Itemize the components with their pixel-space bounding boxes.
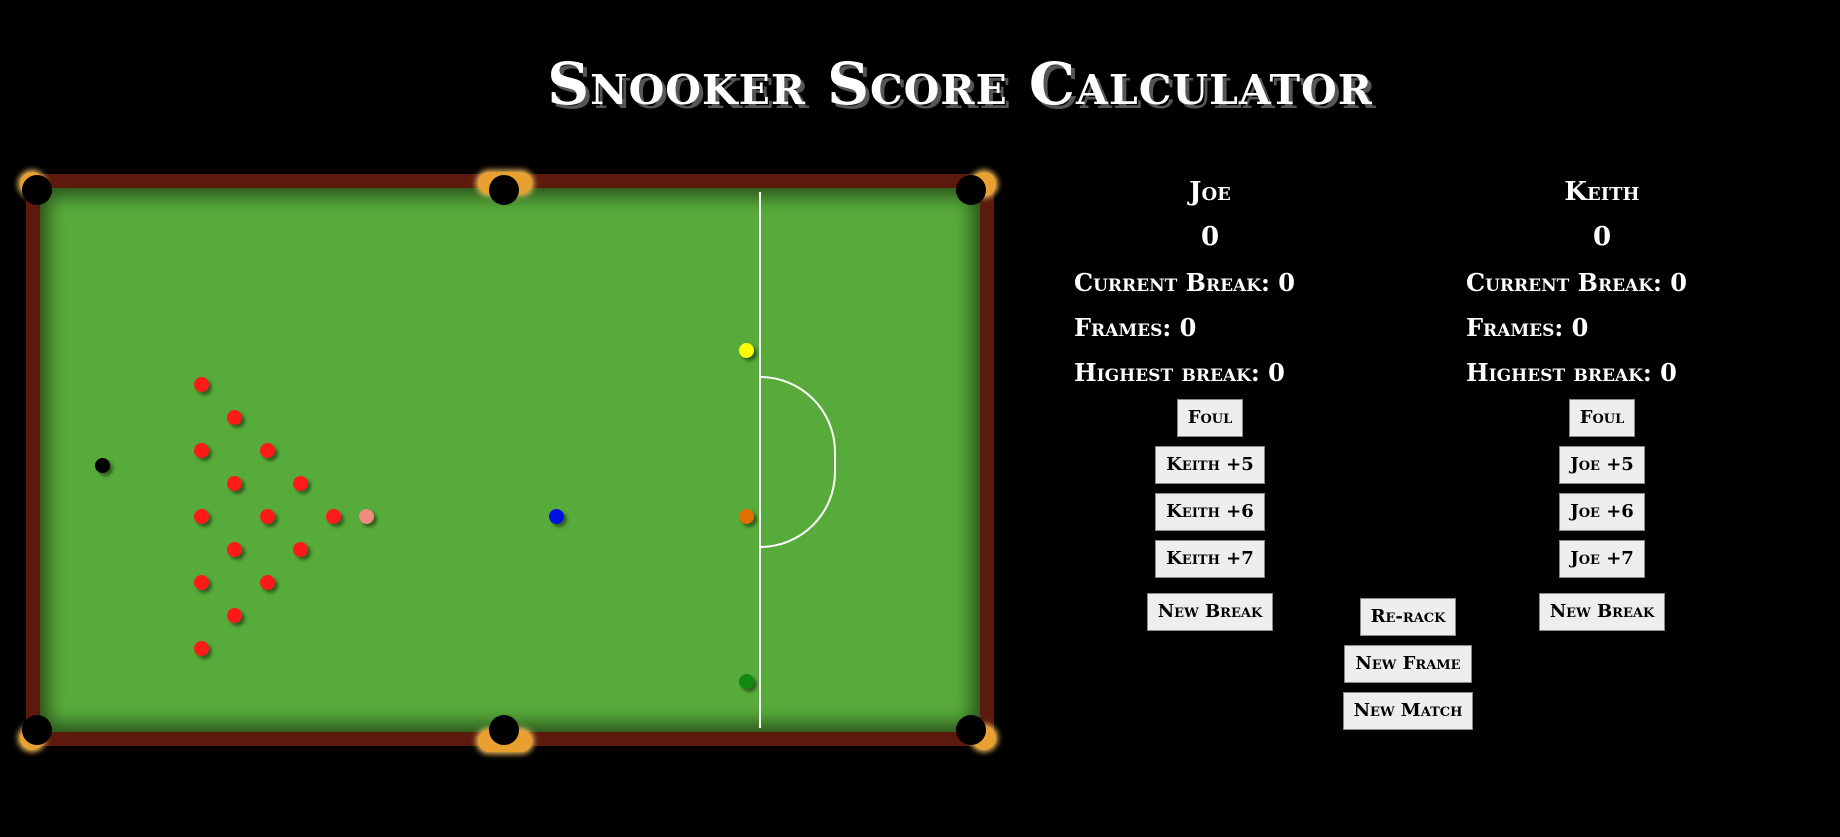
pocket-top-middle [489, 175, 519, 205]
red-ball [193, 574, 209, 590]
current-break: Current Break: 0 [1466, 268, 1687, 297]
new-frame-button[interactable]: New Frame [1344, 645, 1472, 683]
red-ball [193, 442, 209, 458]
player-panel-keith: Keith 0 Current Break: 0 Frames: 0 Highe… [1432, 170, 1772, 631]
player-name: Keith [1564, 177, 1640, 207]
brown-ball [738, 508, 754, 524]
highest-break: Highest break: 0 [1074, 358, 1285, 387]
green-ball [738, 673, 754, 689]
frames: Frames: 0 [1466, 313, 1589, 342]
red-ball [193, 508, 209, 524]
table-baize [40, 188, 980, 732]
opponent-plus7-button[interactable]: Keith +7 [1155, 540, 1265, 578]
opponent-plus7-button[interactable]: Joe +7 [1559, 540, 1645, 578]
opponent-plus5-button[interactable]: Joe +5 [1559, 446, 1645, 484]
player-score: 0 [1200, 222, 1220, 252]
player-score: 0 [1592, 222, 1612, 252]
red-ball [259, 442, 275, 458]
red-ball [226, 607, 242, 623]
match-controls: Re-rack New Frame New Match [1300, 598, 1516, 730]
red-ball [292, 541, 308, 557]
red-ball [226, 541, 242, 557]
player-name: Joe [1189, 177, 1231, 207]
pink-ball [358, 508, 374, 524]
blue-ball [548, 508, 564, 524]
current-break: Current Break: 0 [1074, 268, 1295, 297]
foul-button[interactable]: Foul [1568, 399, 1636, 437]
frames: Frames: 0 [1074, 313, 1197, 342]
red-ball [193, 376, 209, 392]
red-ball [226, 409, 242, 425]
pocket-bottom-right [956, 715, 986, 745]
new-break-button[interactable]: New Break [1146, 593, 1274, 631]
page-title: Snooker Score Calculator [547, 50, 1373, 118]
foul-button[interactable]: Foul [1176, 399, 1244, 437]
pocket-bottom-middle [489, 715, 519, 745]
opponent-plus5-button[interactable]: Keith +5 [1155, 446, 1265, 484]
opponent-plus6-button[interactable]: Joe +6 [1559, 493, 1645, 531]
black-ball [94, 457, 110, 473]
snooker-table [20, 168, 1020, 756]
rerack-button[interactable]: Re-rack [1359, 598, 1457, 636]
red-ball [292, 475, 308, 491]
red-ball [259, 508, 275, 524]
pocket-top-right [956, 175, 986, 205]
red-ball [226, 475, 242, 491]
new-match-button[interactable]: New Match [1342, 692, 1474, 730]
red-ball [325, 508, 341, 524]
opponent-plus6-button[interactable]: Keith +6 [1155, 493, 1265, 531]
yellow-ball [738, 342, 754, 358]
pocket-bottom-left [22, 715, 52, 745]
highest-break: Highest break: 0 [1466, 358, 1677, 387]
red-ball [193, 640, 209, 656]
new-break-button[interactable]: New Break [1538, 593, 1666, 631]
pocket-top-left [22, 175, 52, 205]
player-panel-joe: Joe 0 Current Break: 0 Frames: 0 Highest… [1040, 170, 1380, 631]
red-ball [259, 574, 275, 590]
